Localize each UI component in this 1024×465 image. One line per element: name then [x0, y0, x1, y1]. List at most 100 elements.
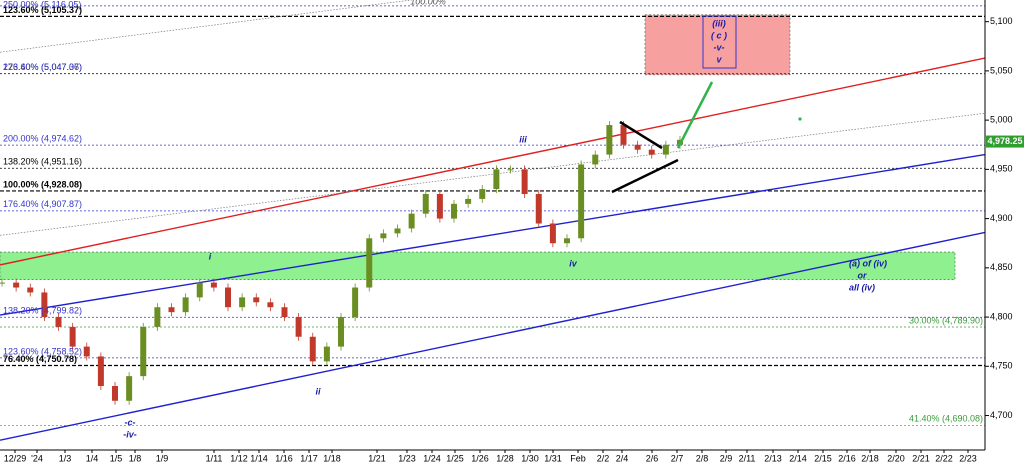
candle — [239, 297, 246, 308]
y-tick-label: 4,800 — [990, 311, 1013, 321]
candle — [465, 198, 472, 204]
candle — [521, 169, 528, 194]
candle — [380, 233, 387, 239]
x-tick-label: '24 — [31, 453, 43, 463]
candle — [112, 385, 118, 401]
candle — [549, 223, 556, 244]
x-tick-label: 1/11 — [206, 453, 223, 463]
wave-label: -iv- — [123, 429, 137, 439]
candle — [578, 164, 585, 239]
candle — [168, 307, 175, 313]
fib-label: 176.40% (4,907.87) — [3, 199, 82, 209]
candle — [97, 356, 104, 386]
zone — [0, 251, 956, 280]
x-tick-label: 12/29 — [4, 453, 27, 463]
candle — [592, 154, 599, 165]
x-tick-label: 2/9 — [720, 453, 733, 463]
candle — [55, 317, 62, 327]
candle — [41, 292, 48, 318]
candle — [253, 297, 260, 303]
candle — [366, 238, 373, 288]
y-tick-label: 5,000 — [990, 115, 1013, 125]
fib-label: 123.60% (4,758.52) — [3, 346, 82, 356]
candle — [338, 317, 344, 347]
x-tick-label: 2/14 — [789, 453, 807, 463]
x-tick-label: 1/26 — [471, 453, 489, 463]
candle — [323, 346, 330, 362]
x-tick-label: 2/6 — [646, 453, 659, 463]
x-tick-label: 1/25 — [446, 453, 464, 463]
candle — [408, 213, 415, 229]
candle — [0, 282, 5, 284]
x-tick-label: 2/8 — [696, 453, 709, 463]
candle — [295, 317, 302, 337]
wave-label: v — [716, 54, 722, 64]
x-tick-label: 1/30 — [521, 453, 539, 463]
last-price-tag — [986, 135, 1024, 148]
fib-label: 100.00% (4,928.08) — [3, 179, 82, 189]
candle — [493, 169, 500, 190]
x-tick-label: 2/18 — [861, 453, 879, 463]
wave-label: ( c ) — [711, 30, 727, 40]
candle — [281, 307, 288, 318]
wave-label: (iii) — [712, 18, 726, 28]
wave-label: -c- — [125, 417, 136, 427]
candle — [225, 287, 231, 308]
trendline — [0, 0, 414, 53]
fib-label: 76.40% (4,750.78) — [3, 354, 77, 364]
wave-label: ii — [315, 386, 321, 396]
y-tick-label: 5,100 — [990, 16, 1013, 26]
wave-box — [702, 15, 737, 69]
candle — [196, 282, 203, 298]
candle — [606, 125, 613, 155]
y-tick-label: 4,900 — [990, 213, 1013, 223]
x-tick-label: 2/16 — [838, 453, 856, 463]
projection-arrow — [676, 81, 714, 149]
candle — [634, 144, 641, 150]
x-tick-label: 1/17 — [300, 453, 318, 463]
x-tick-label: Feb — [570, 453, 586, 463]
candle — [126, 376, 133, 401]
x-tick-label: 1/23 — [398, 453, 416, 463]
fib-label: 123.60% (5,105.37) — [3, 5, 82, 15]
candle — [422, 193, 429, 214]
candle — [267, 302, 274, 308]
x-tick-label: 1/9 — [156, 453, 169, 463]
fib-label: 250.00% (5,116.05) — [3, 0, 81, 9]
x-tick-label: 1/21 — [368, 453, 386, 463]
x-tick-label: 2/13 — [764, 453, 782, 463]
x-tick-label: 1/8 — [129, 453, 142, 463]
candle — [13, 282, 20, 288]
trendline — [0, 112, 985, 236]
candle — [451, 203, 457, 219]
fib-label: 30.00% (4,789.90) — [909, 315, 983, 325]
y-tick-label: 4,950 — [990, 164, 1013, 174]
last-price-label: 4,978.25 — [987, 136, 1022, 146]
x-tick-label: 2/20 — [887, 453, 905, 463]
x-tick-label: 1/12 — [230, 453, 248, 463]
x-tick-label: 2/7 — [671, 453, 684, 463]
fib-label: 176.40% (5,047.07) — [3, 62, 82, 72]
candle — [662, 144, 669, 155]
candle — [309, 336, 316, 362]
trendline — [0, 231, 985, 441]
fib-label: 138.20% (4,799.82) — [3, 306, 82, 316]
fib-label: 223.60% (5,047.36) — [3, 62, 82, 72]
x-tick-label: 2/23 — [959, 453, 977, 463]
triangle — [611, 120, 679, 194]
x-tick-label: 2/4 — [616, 453, 629, 463]
wave-label: or — [858, 270, 867, 280]
candle — [507, 169, 514, 171]
y-tick-label: 4,700 — [990, 410, 1013, 420]
candle — [479, 189, 486, 199]
wave-label: (a) of (iv) — [849, 258, 887, 268]
fib-label: 200.00% (4,974.62) — [3, 133, 82, 143]
candle — [27, 287, 34, 293]
candle — [210, 282, 217, 288]
x-tick-label: 1/5 — [110, 453, 123, 463]
wave-label: i — [209, 251, 212, 261]
x-tick-label: 2/21 — [912, 453, 930, 463]
y-tick-label: 5,050 — [990, 65, 1013, 75]
candle — [436, 193, 443, 219]
candle — [535, 193, 542, 224]
